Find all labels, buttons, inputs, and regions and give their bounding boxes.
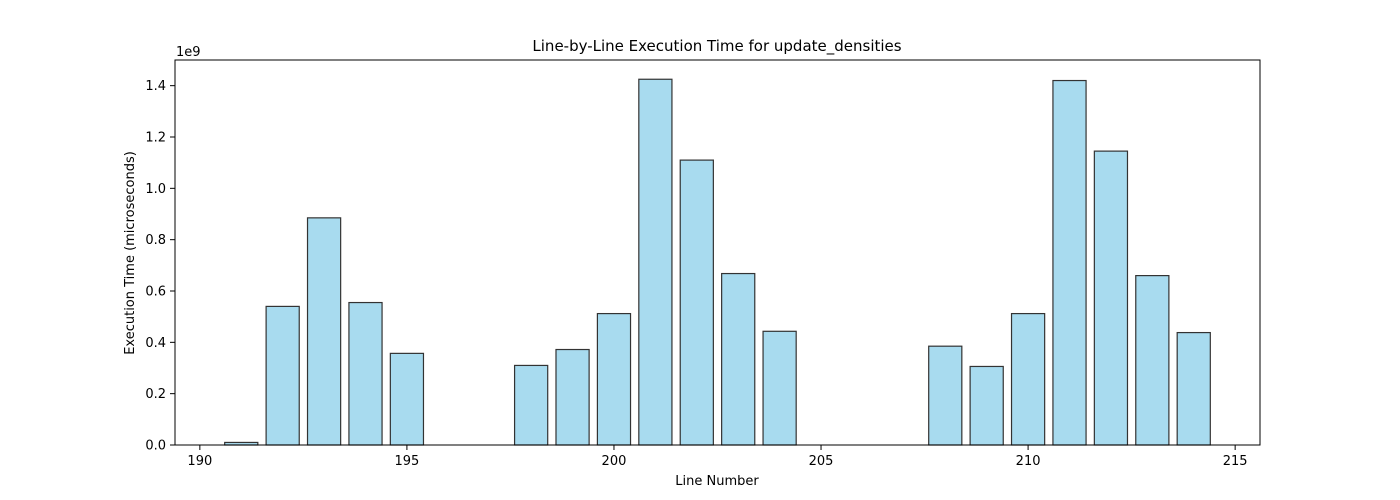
y-axis-offset-label: 1e9 bbox=[176, 45, 201, 60]
y-tick-label: 1.4 bbox=[145, 79, 166, 94]
x-tick-label: 195 bbox=[394, 454, 419, 469]
bar-line-192 bbox=[265, 305, 300, 446]
x-tick-label: 210 bbox=[1016, 454, 1041, 469]
y-tick-label: 0.6 bbox=[145, 285, 166, 300]
bar-line-210 bbox=[1010, 312, 1046, 446]
bar-line-193 bbox=[306, 217, 342, 446]
x-axis-ticks: 190 195 200 205 210 215 bbox=[187, 445, 1248, 469]
bar-line-201 bbox=[638, 78, 673, 446]
y-tick-label: 1.0 bbox=[145, 182, 166, 197]
bar-line-199 bbox=[555, 348, 590, 446]
x-tick-label: 190 bbox=[187, 454, 212, 469]
bar-line-200 bbox=[596, 312, 632, 446]
bar-line-195 bbox=[389, 352, 425, 446]
bar-line-211 bbox=[1052, 79, 1087, 446]
bar-line-194 bbox=[348, 301, 383, 446]
bar-series bbox=[224, 78, 1211, 446]
x-tick-label: 200 bbox=[602, 454, 627, 469]
y-tick-label: 0.2 bbox=[145, 387, 166, 402]
bar-line-208 bbox=[928, 345, 963, 446]
y-axis-label: Execution Time (microseconds) bbox=[123, 151, 138, 355]
y-tick-label: 0.8 bbox=[145, 233, 166, 248]
y-tick-label: 0.4 bbox=[145, 336, 166, 351]
chart-title: Line-by-Line Execution Time for update_d… bbox=[532, 37, 901, 56]
y-axis-ticks: 0.0 0.2 0.4 0.6 0.8 1.0 1.2 1.4 bbox=[145, 79, 175, 454]
y-tick-label: 0.0 bbox=[145, 439, 166, 454]
bar-line-212 bbox=[1093, 150, 1129, 446]
y-tick-label: 1.2 bbox=[145, 131, 166, 146]
bar-line-198 bbox=[513, 364, 549, 446]
x-axis-label: Line Number bbox=[675, 474, 759, 489]
bar-line-213 bbox=[1135, 275, 1170, 446]
bar-line-209 bbox=[969, 365, 1004, 446]
bar-line-202 bbox=[679, 159, 714, 446]
bar-line-214 bbox=[1176, 331, 1211, 446]
x-tick-label: 205 bbox=[809, 454, 834, 469]
bar-line-203 bbox=[721, 272, 756, 446]
x-tick-label: 215 bbox=[1223, 454, 1248, 469]
bar-line-204 bbox=[762, 330, 797, 446]
plot-frame bbox=[174, 59, 1261, 446]
